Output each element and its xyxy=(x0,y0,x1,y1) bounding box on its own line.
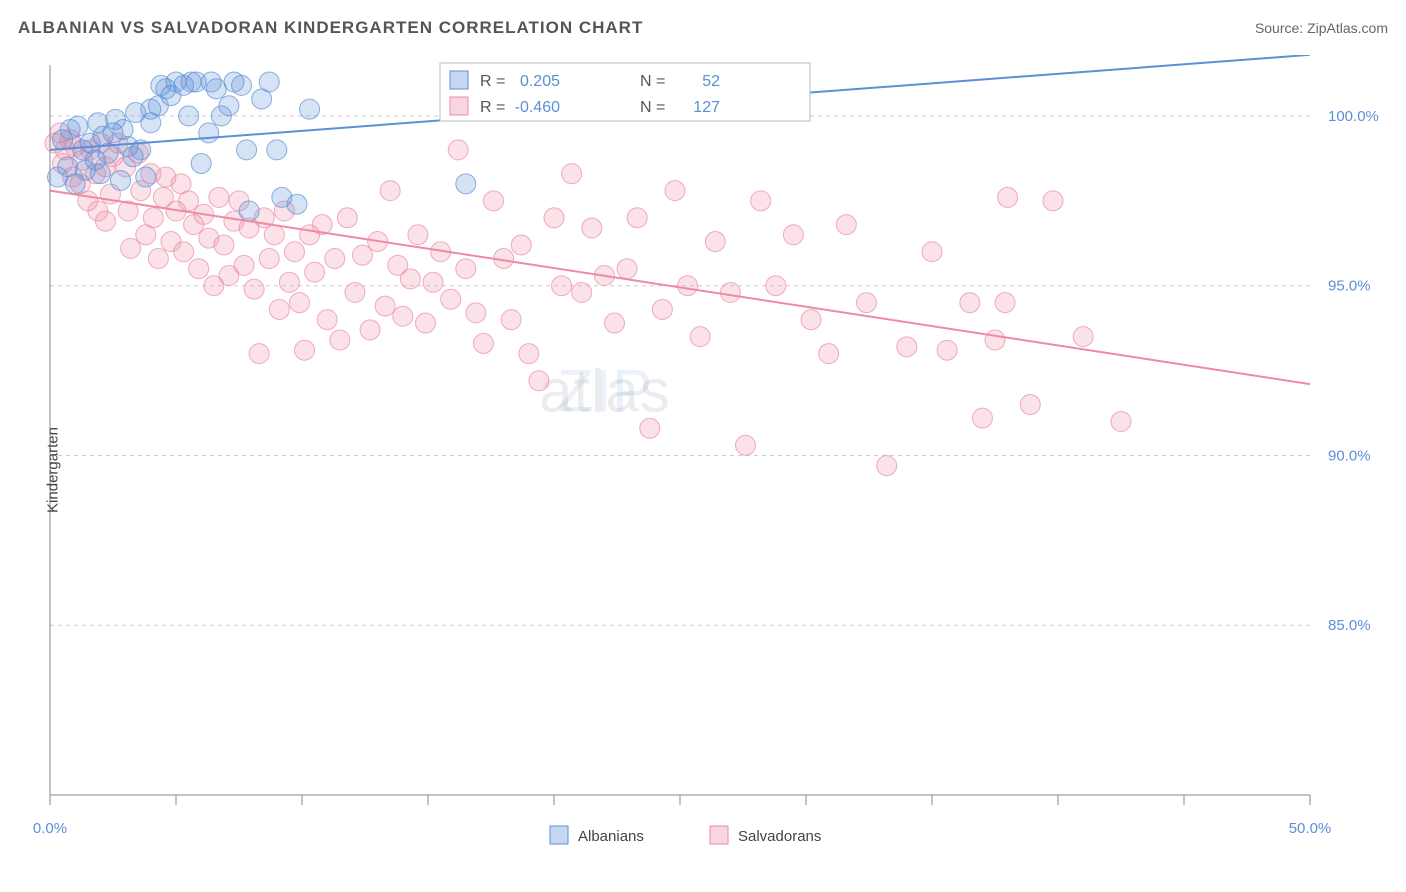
stats-N-value-albanians: 52 xyxy=(702,73,720,90)
stats-R-label: R = xyxy=(480,73,505,90)
y-tick-label: 95.0% xyxy=(1328,278,1371,295)
chart-title: ALBANIAN VS SALVADORAN KINDERGARTEN CORR… xyxy=(18,18,643,37)
y-axis-label: Kindergarten xyxy=(44,427,61,513)
svg-text:atlas: atlas xyxy=(539,357,671,424)
regression-line-salvadorans xyxy=(50,191,1310,385)
stats-swatch-albanians xyxy=(450,71,468,89)
legend-swatch xyxy=(550,826,568,844)
stats-N-label: N = xyxy=(640,99,665,116)
x-tick-label: 0.0% xyxy=(33,820,67,837)
stats-R-value-albanians: 0.205 xyxy=(520,73,560,90)
stats-N-label: N = xyxy=(640,73,665,90)
source-label: Source: ZipAtlas.com xyxy=(1255,20,1388,36)
correlation-scatter-chart: 85.0% 90.0% 95.0% 100.0% ZIPatlas 0.0% 50.0% R … xyxy=(0,55,1406,885)
stats-N-value-salvadorans: 127 xyxy=(693,99,720,116)
stats-R-value-salvadorans: -0.460 xyxy=(515,99,560,116)
legend-label: Albanians xyxy=(578,828,644,845)
y-tick-label: 100.0% xyxy=(1328,108,1379,125)
stats-swatch-salvadorans xyxy=(450,97,468,115)
legend-swatch xyxy=(710,826,728,844)
stats-R-label: R = xyxy=(480,99,505,116)
y-tick-label: 90.0% xyxy=(1328,447,1371,464)
y-tick-label: 85.0% xyxy=(1328,617,1371,634)
legend-label: Salvadorans xyxy=(738,828,821,845)
x-tick-label: 50.0% xyxy=(1289,820,1332,837)
watermark: ZIPatlas xyxy=(539,357,671,424)
